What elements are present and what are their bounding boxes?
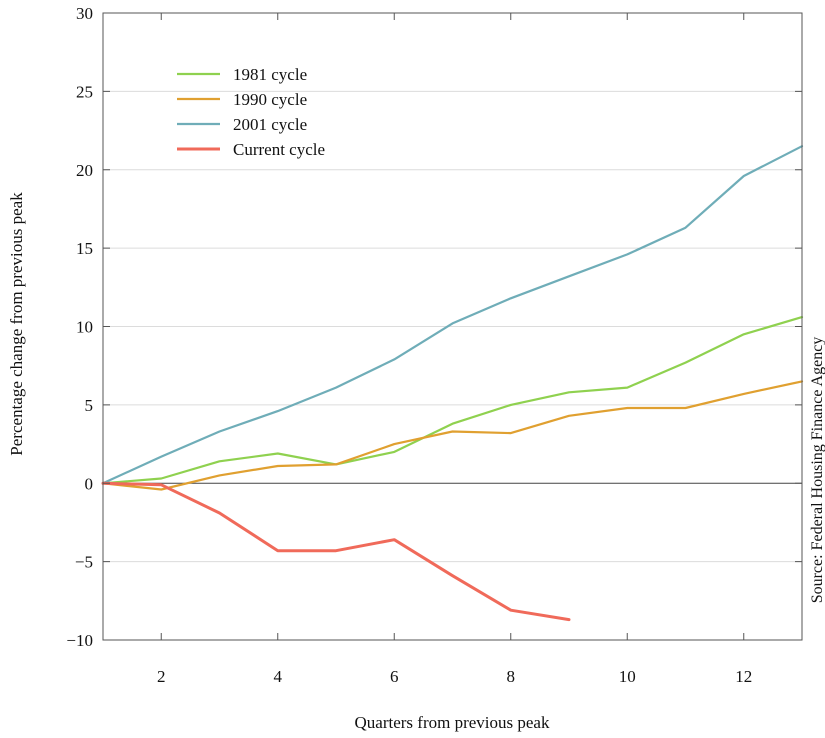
- x-axis-title: Quarters from previous peak: [355, 713, 550, 732]
- series-line-current-cycle: [101, 481, 571, 622]
- x-tick-label: 4: [274, 667, 283, 686]
- x-tick-label: 12: [735, 667, 752, 686]
- x-tick-label: 2: [157, 667, 166, 686]
- y-axis-ticks: −10 −5 0 5 10 15 20 25 30: [66, 4, 802, 650]
- y-tick-label: 5: [85, 396, 94, 415]
- x-tick-label: 10: [619, 667, 636, 686]
- legend-label: Current cycle: [233, 140, 325, 159]
- series-lines: [101, 145, 804, 622]
- x-tick-label: 8: [507, 667, 516, 686]
- legend-label: 1990 cycle: [233, 90, 307, 109]
- y-tick-label: 15: [76, 239, 93, 258]
- series-line-1990-cycle: [101, 380, 804, 491]
- series-line-1981-cycle: [101, 316, 804, 485]
- legend-label: 2001 cycle: [233, 115, 307, 134]
- legend: 1981 cycle 1990 cycle 2001 cycle Current cy…: [177, 65, 325, 159]
- y-tick-label: 25: [76, 82, 93, 101]
- y-axis-title: Percentage change from previous peak: [7, 192, 26, 456]
- source-note: Source: Federal Housing Finance Agency: [809, 337, 825, 604]
- y-tick-label: 0: [85, 474, 94, 493]
- series-line-2001-cycle: [101, 145, 804, 485]
- y-tick-label: 30: [76, 4, 93, 23]
- x-axis-ticks: 2 4 6 8 10 12: [157, 13, 752, 686]
- y-tick-label: −5: [75, 553, 93, 572]
- x-tick-label: 6: [390, 667, 399, 686]
- legend-label: 1981 cycle: [233, 65, 307, 84]
- gridlines: [103, 90, 802, 563]
- y-tick-label: 20: [76, 161, 93, 180]
- y-tick-label: −10: [66, 631, 93, 650]
- y-tick-label: 10: [76, 318, 93, 337]
